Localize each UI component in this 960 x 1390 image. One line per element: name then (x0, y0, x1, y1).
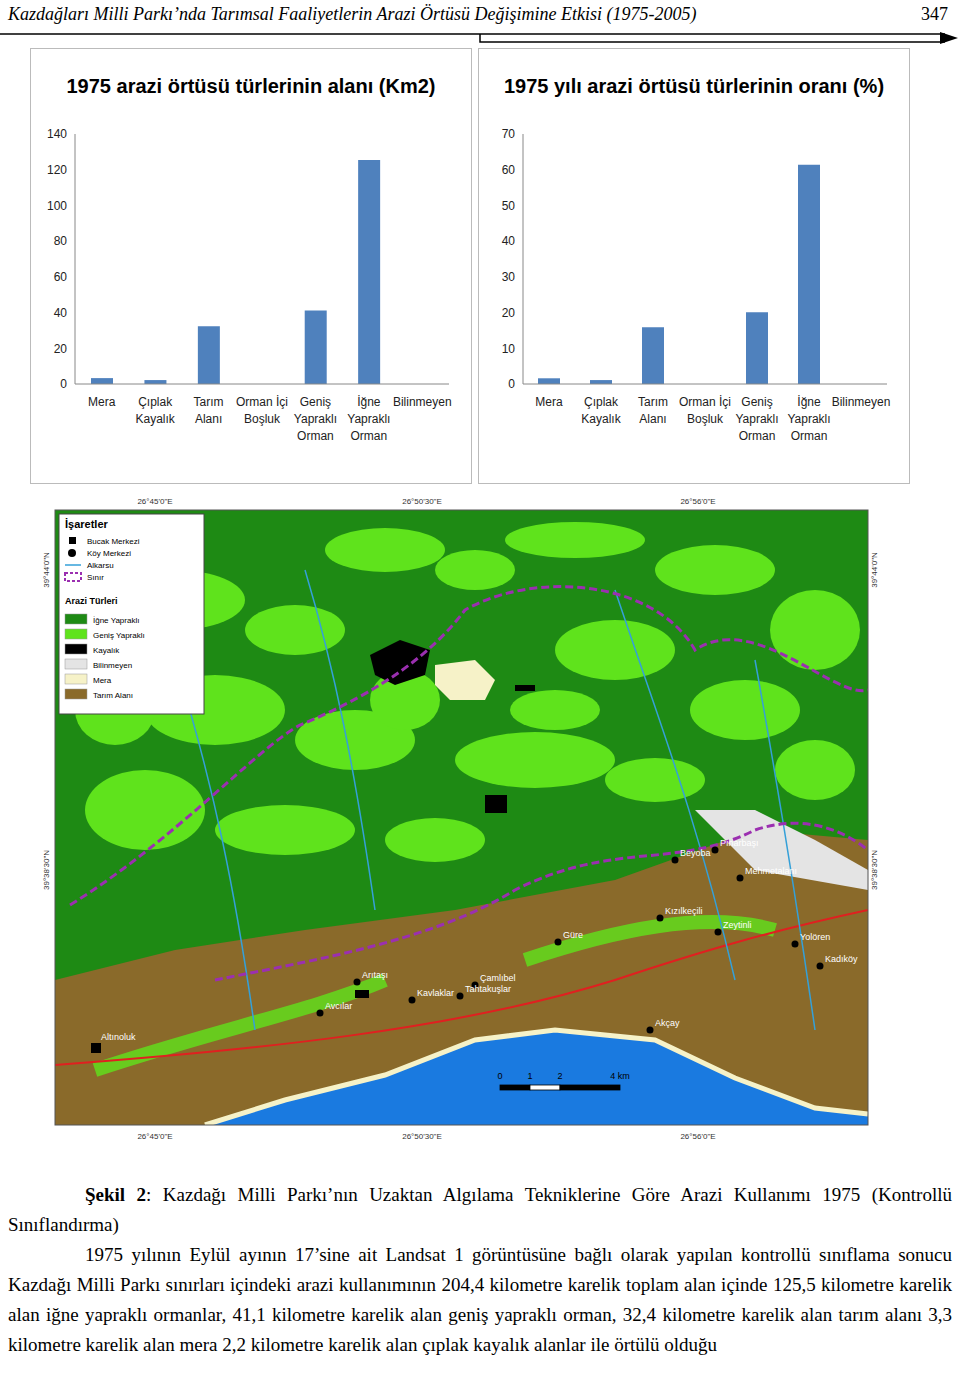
svg-text:10: 10 (502, 342, 516, 356)
svg-text:Kavlaklar: Kavlaklar (417, 988, 454, 998)
svg-text:Geniş: Geniş (741, 395, 772, 409)
svg-text:Kadıköy: Kadıköy (825, 954, 858, 964)
svg-text:Pınarbaşı: Pınarbaşı (720, 838, 759, 848)
svg-text:50: 50 (502, 199, 516, 213)
svg-text:Sınır: Sınır (87, 573, 104, 582)
html-text:1975 yılı arazi örtüsü türleri: 1975 yılı arazi örtüsü türlerinin oranı … (503, 75, 884, 97)
svg-text:Orman İçi: Orman İçi (236, 395, 288, 409)
svg-text:Alanı: Alanı (195, 412, 222, 426)
svg-text:Altınoluk: Altınoluk (101, 1032, 136, 1042)
html-text:Şekil 2: Kazdağı Milli Parkı’n: Şekil 2: Kazdağı Milli Parkı’nın Uzaktan… (8, 1184, 952, 1235)
svg-text:Boşluk: Boşluk (244, 412, 281, 426)
svg-text:Bucak Merkezi: Bucak Merkezi (87, 537, 140, 546)
svg-text:Mera: Mera (535, 395, 563, 409)
svg-text:100: 100 (47, 199, 67, 213)
html-text:1975 arazi örtüsü türlerinin a: 1975 arazi örtüsü türlerinin alanı (Km2) (66, 75, 436, 97)
svg-text:Tarım: Tarım (638, 395, 668, 409)
html-text:1975 yılının Eylül ayının 17’s: 1975 yılının Eylül ayının 17’sine ait La… (8, 1244, 952, 1355)
svg-text:26°56'0"E: 26°56'0"E (680, 1132, 715, 1140)
svg-text:Çıplak: Çıplak (584, 395, 619, 409)
svg-text:Geniş: Geniş (300, 395, 331, 409)
svg-text:40: 40 (54, 306, 68, 320)
svg-text:26°50'30"E: 26°50'30"E (402, 497, 442, 506)
svg-text:Avcılar: Avcılar (325, 1001, 352, 1011)
svg-text:Orman: Orman (791, 429, 828, 443)
svg-text:Arazi Türleri: Arazi Türleri (65, 596, 118, 606)
svg-text:Kızılkeçili: Kızılkeçili (665, 906, 703, 916)
svg-text:4 km: 4 km (610, 1071, 630, 1081)
svg-text:Arıtaşı: Arıtaşı (362, 970, 388, 980)
svg-text:0: 0 (497, 1071, 502, 1081)
svg-text:80: 80 (54, 234, 68, 248)
svg-text:30: 30 (502, 270, 516, 284)
svg-text:Yapraklı: Yapraklı (735, 412, 778, 426)
svg-text:Yapraklı: Yapraklı (787, 412, 830, 426)
svg-text:39°38'30"N: 39°38'30"N (42, 850, 51, 890)
svg-text:2: 2 (557, 1071, 562, 1081)
svg-text:Köy Merkezi: Köy Merkezi (87, 549, 131, 558)
svg-text:İğne: İğne (357, 395, 381, 409)
svg-text:Tarım Alanı: Tarım Alanı (93, 691, 133, 700)
svg-text:Çıplak: Çıplak (138, 395, 173, 409)
svg-text:Yapraklı: Yapraklı (294, 412, 337, 426)
svg-text:Kayalık: Kayalık (581, 412, 621, 426)
svg-text:Tahtakuşlar: Tahtakuşlar (465, 984, 511, 994)
svg-text:60: 60 (54, 270, 68, 284)
svg-text:Zeytinli: Zeytinli (723, 920, 752, 930)
svg-text:Mera: Mera (93, 676, 112, 685)
svg-text:39°38'30"N: 39°38'30"N (870, 850, 879, 890)
svg-text:26°50'30"E: 26°50'30"E (402, 1132, 442, 1140)
svg-text:Kayalık: Kayalık (135, 412, 175, 426)
svg-text:Bilinmeyen: Bilinmeyen (393, 395, 452, 409)
svg-text:20: 20 (54, 342, 68, 356)
svg-text:İğne: İğne (797, 395, 821, 409)
svg-text:Yapraklı: Yapraklı (347, 412, 390, 426)
svg-text:0: 0 (60, 377, 67, 391)
svg-text:Geniş Yapraklı: Geniş Yapraklı (93, 631, 145, 640)
svg-text:1: 1 (527, 1071, 532, 1081)
svg-text:Orman: Orman (739, 429, 776, 443)
html-text:347: 347 (921, 4, 948, 24)
svg-text:Orman İçi: Orman İçi (679, 395, 731, 409)
svg-text:70: 70 (502, 127, 516, 141)
svg-text:Mehmetalanı: Mehmetalanı (745, 866, 797, 876)
svg-text:Orman: Orman (297, 429, 334, 443)
svg-text:Alanı: Alanı (639, 412, 666, 426)
svg-text:İşaretler: İşaretler (65, 518, 109, 530)
svg-text:Boşluk: Boşluk (687, 412, 724, 426)
svg-text:40: 40 (502, 234, 516, 248)
svg-text:60: 60 (502, 163, 516, 177)
svg-text:İğne Yapraklı: İğne Yapraklı (93, 616, 139, 625)
svg-text:Orman: Orman (351, 429, 388, 443)
svg-text:Alkarsu: Alkarsu (87, 561, 114, 570)
svg-text:26°45'0"E: 26°45'0"E (137, 497, 172, 506)
svg-text:Kayalık: Kayalık (93, 646, 120, 655)
svg-text:Güre: Güre (563, 930, 583, 940)
svg-text:120: 120 (47, 163, 67, 177)
svg-text:Bilinmeyen: Bilinmeyen (832, 395, 891, 409)
svg-text:26°45'0"E: 26°45'0"E (137, 1132, 172, 1140)
svg-text:Yolören: Yolören (800, 932, 830, 942)
svg-text:39°44'0"N: 39°44'0"N (42, 552, 51, 588)
svg-text:39°44'0"N: 39°44'0"N (870, 552, 879, 588)
svg-text:20: 20 (502, 306, 516, 320)
svg-text:Çamlıbel: Çamlıbel (480, 973, 516, 983)
svg-text:Beyoba: Beyoba (680, 848, 711, 858)
svg-text:Akçay: Akçay (655, 1018, 680, 1028)
svg-text:26°56'0"E: 26°56'0"E (680, 497, 715, 506)
html-text:Kazdağları Milli Parkı’nda Tar: Kazdağları Milli Parkı’nda Tarımsal Faal… (8, 4, 697, 24)
svg-text:Tarım: Tarım (194, 395, 224, 409)
svg-text:Bilinmeyen: Bilinmeyen (93, 661, 132, 670)
svg-text:0: 0 (508, 377, 515, 391)
svg-text:Mera: Mera (88, 395, 116, 409)
svg-text:140: 140 (47, 127, 67, 141)
